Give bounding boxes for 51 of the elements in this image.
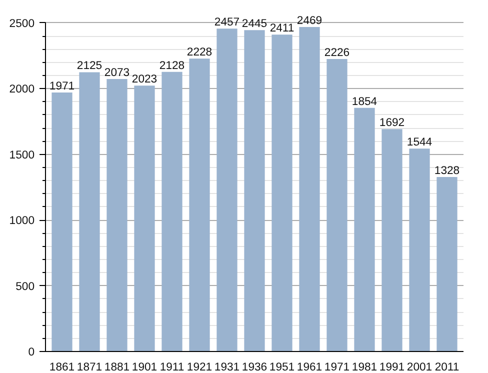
data-label: 1692 (379, 117, 405, 130)
data-label: 1544 (406, 136, 432, 149)
bar (409, 148, 430, 352)
bar (216, 28, 238, 352)
bar (52, 92, 72, 352)
bar (354, 108, 375, 352)
data-label: 2226 (324, 46, 350, 59)
bar (106, 79, 128, 352)
data-label: 2228 (186, 46, 212, 59)
x-tick-label: 1971 (324, 362, 350, 373)
x-tick-label: 1951 (269, 362, 295, 373)
x-tick-label: 1981 (352, 362, 378, 373)
bar (189, 58, 210, 352)
bar (272, 34, 292, 352)
data-label: 2445 (242, 18, 268, 30)
x-tick-label: 1911 (160, 362, 184, 373)
x-tick-label: 2001 (406, 362, 432, 373)
y-tick-label: 0 (28, 346, 35, 358)
y-tick-label: 1000 (9, 215, 34, 228)
data-label: 2073 (104, 67, 130, 80)
x-tick-label: 1936 (242, 362, 268, 373)
data-label: 1971 (49, 80, 75, 92)
data-label: 2125 (76, 60, 102, 72)
bar (382, 129, 402, 352)
data-label: 2457 (214, 16, 240, 29)
x-tick-label: 1881 (104, 362, 130, 373)
x-tick-label: 1901 (132, 362, 158, 373)
data-label: 2128 (159, 60, 185, 72)
data-label: 2023 (132, 74, 158, 86)
x-tick-label: 1961 (296, 362, 322, 373)
y-tick-label: 2500 (9, 18, 34, 30)
x-tick-label: 1931 (214, 362, 240, 373)
data-label: 1854 (352, 96, 378, 108)
data-label: 1328 (434, 164, 460, 177)
data-label: 2411 (270, 22, 294, 35)
y-tick-label: 1500 (9, 149, 34, 162)
bar (436, 176, 458, 352)
data-label: 2469 (296, 15, 322, 28)
x-tick-label: 1871 (76, 362, 102, 373)
x-tick-label: 2011 (434, 362, 460, 373)
x-tick-label: 1991 (379, 362, 405, 373)
x-tick-label: 1861 (49, 362, 75, 373)
bar (79, 72, 100, 352)
bar (162, 72, 182, 352)
y-tick-label: 500 (16, 280, 35, 293)
bar (134, 86, 155, 352)
bar (326, 58, 348, 352)
bar (244, 30, 265, 352)
x-tick-label: 1921 (186, 362, 212, 373)
bar (299, 27, 320, 352)
y-tick-label: 2000 (9, 84, 34, 96)
